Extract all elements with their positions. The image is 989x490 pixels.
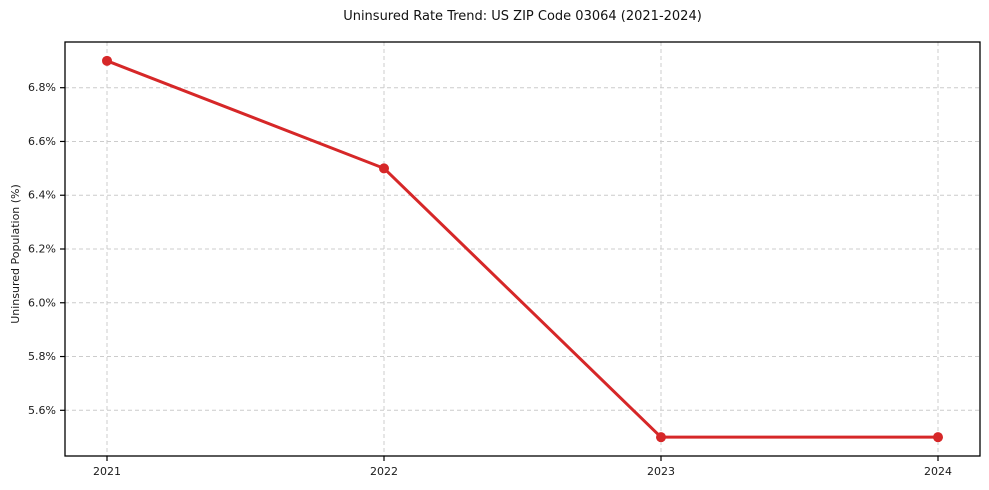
trend-line [105, 59, 940, 439]
chart-title: Uninsured Rate Trend: US ZIP Code 03064 … [343, 9, 702, 24]
x-tick-label: 2023 [647, 465, 675, 478]
y-tick-label: 6.2% [28, 243, 56, 256]
x-tick-label: 2024 [924, 465, 952, 478]
x-tick-label: 2021 [93, 465, 121, 478]
data-point-marker [102, 55, 112, 66]
y-tick-label: 6.4% [28, 189, 56, 202]
data-point-marker [379, 163, 389, 174]
y-tick-label: 6.8% [28, 81, 56, 94]
y-axis-label-text: Uninsured Population (%) [9, 184, 22, 324]
x-tick-label: 2022 [370, 465, 398, 478]
y-tick-label: 5.8% [28, 350, 56, 363]
y-tick-label: 6.6% [28, 135, 56, 148]
data-point-marker [933, 432, 943, 443]
data-point-marker [656, 432, 666, 443]
y-tick-label: 5.6% [28, 404, 56, 417]
y-tick-label: 6.0% [28, 296, 56, 309]
